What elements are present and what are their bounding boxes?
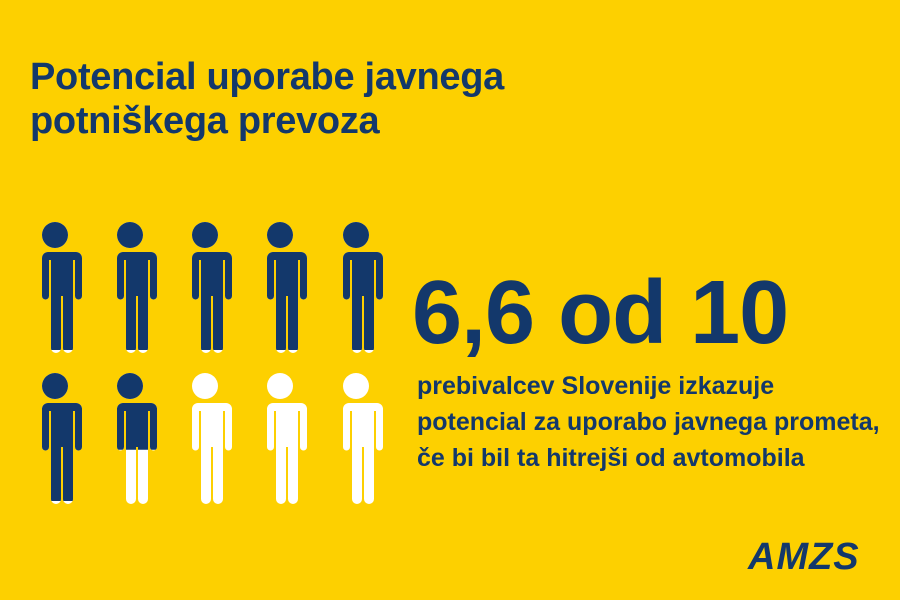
person-icon bbox=[109, 222, 157, 353]
amzs-logo: AMZS bbox=[748, 536, 860, 578]
person-icon bbox=[184, 222, 232, 353]
person-icon bbox=[109, 373, 157, 504]
title-line-2: potniškega prevoza bbox=[30, 100, 380, 142]
title-line-1: Potencial uporabe javnega bbox=[30, 56, 504, 98]
person-icon bbox=[34, 222, 82, 353]
headline-stat: 6,6 od 10 bbox=[412, 263, 789, 363]
person-icon bbox=[34, 373, 82, 504]
person-icon bbox=[259, 373, 307, 504]
person-icon bbox=[335, 222, 383, 353]
person-icon bbox=[335, 373, 383, 504]
page-title: Potencial uporabe javnega potniškega pre… bbox=[30, 55, 504, 143]
person-icon bbox=[259, 222, 307, 353]
description: prebivalcev Slovenije izkazuje potencial… bbox=[417, 372, 880, 472]
person-icon bbox=[184, 373, 232, 504]
